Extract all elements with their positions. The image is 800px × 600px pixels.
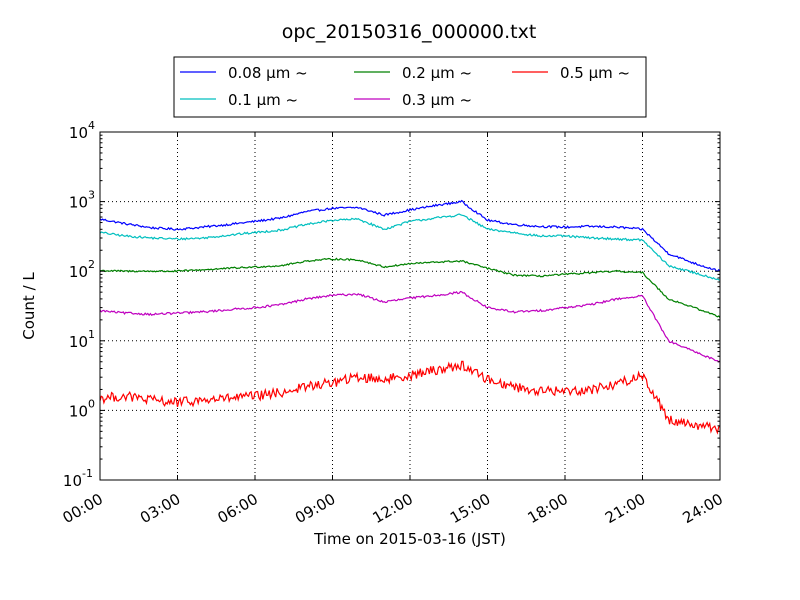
legend-entry: 0.3 μm ~ [354,91,472,109]
legend-label: 0.3 μm ~ [402,91,472,109]
legend: 0.08 μm ~ 0.1 μm ~ 0.2 μm ~ 0.3 μm ~ 0.5 μm … [173,56,647,118]
svg-text:2: 2 [88,258,95,271]
legend-entry: 0.5 μm ~ [512,64,630,82]
series-line [99,290,721,363]
x-axis-label: Time on 2015-03-16 (JST) [313,530,506,548]
legend-entry: 0.1 μm ~ [180,91,298,109]
y-tick-label: 10 2 [69,258,95,281]
svg-text:10: 10 [69,194,88,212]
svg-text:4: 4 [88,119,95,132]
series-line [99,199,721,273]
svg-text:10: 10 [69,124,88,142]
chart-title: opc_20150316_000000.txt [282,21,537,43]
series-layer [99,199,721,435]
svg-text:3: 3 [88,189,95,202]
legend-label: 0.08 μm ~ [228,64,308,82]
svg-text:1: 1 [88,328,95,341]
legend-box [173,56,647,118]
legend-entry: 0.2 μm ~ [354,64,472,82]
svg-text:10: 10 [69,402,88,420]
svg-text:10: 10 [69,263,88,281]
svg-text:10: 10 [69,333,88,351]
series-line [99,257,721,318]
legend-label: 0.5 μm ~ [560,64,630,82]
svg-text:10: 10 [63,472,82,490]
series-line [99,360,721,435]
series-line [99,213,721,281]
y-tick-label: 10 3 [69,189,95,212]
legend-label: 0.2 μm ~ [402,64,472,82]
y-tick-label: 10 1 [69,328,95,351]
y-axis-label: Count / L [20,272,38,340]
y-tick-label: 10 -1 [63,467,93,490]
legend-entry: 0.08 μm ~ [180,64,308,82]
y-tick-label: 10 4 [69,119,95,142]
y-tick-label: 10 0 [69,397,95,420]
legend-label: 0.1 μm ~ [228,91,298,109]
grid-layer [100,132,720,480]
svg-text:0: 0 [88,397,95,410]
svg-text:-1: -1 [82,467,93,480]
